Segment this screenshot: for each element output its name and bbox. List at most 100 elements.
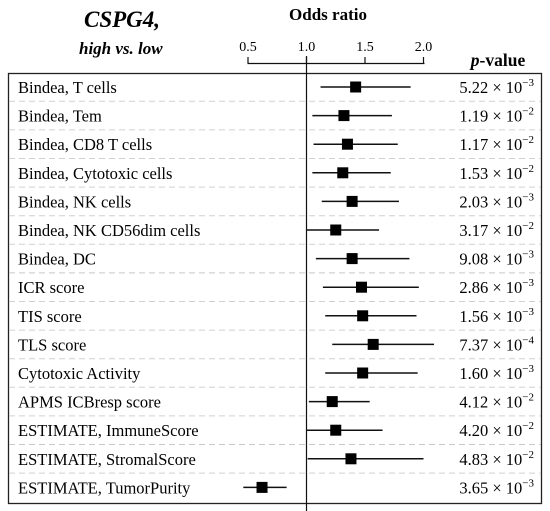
- p-value: 1.56 × 10−3: [459, 306, 534, 326]
- odds-ratio-marker: [357, 367, 369, 379]
- p-value: 1.19 × 10−2: [459, 106, 534, 126]
- odds-ratio-marker: [341, 138, 353, 150]
- p-value-exponent: −2: [522, 163, 534, 175]
- p-value: 5.22 × 10−3: [459, 77, 534, 97]
- table-row: Bindea, NK cells 2.03 × 10−3: [18, 191, 534, 211]
- p-value-mantissa: 4.12 × 10: [459, 393, 522, 412]
- row-label: Bindea, Tem: [18, 107, 102, 126]
- p-value-mantissa: 1.19 × 10: [459, 107, 522, 126]
- odds-ratio-marker: [346, 253, 358, 265]
- row-label: Bindea, NK CD56dim cells: [18, 221, 200, 240]
- p-value-exponent: −3: [522, 306, 534, 318]
- x-tick-label: 0.5: [239, 40, 257, 55]
- x-ticks: 0.5 1.0 1.5 2.0: [239, 40, 432, 64]
- row-label: ICR score: [18, 278, 84, 297]
- p-value-exponent: −3: [522, 249, 534, 261]
- p-value: 2.03 × 10−3: [459, 191, 534, 211]
- p-value-mantissa: 5.22 × 10: [459, 78, 522, 97]
- row-separators: [9, 100, 541, 474]
- p-value-mantissa: 1.56 × 10: [459, 307, 522, 326]
- p-value-mantissa: 2.86 × 10: [459, 278, 522, 297]
- p-value-mantissa: 4.83 × 10: [459, 450, 522, 469]
- p-value-mantissa: 9.08 × 10: [459, 250, 522, 269]
- chart-title-line2: high vs. low: [79, 39, 163, 58]
- table-row: ESTIMATE, ImmuneScore 4.20 × 10−2: [18, 420, 534, 440]
- odds-ratio-marker: [357, 310, 369, 322]
- odds-ratio-marker: [350, 81, 362, 93]
- row-label: TIS score: [18, 307, 82, 326]
- p-value: 9.08 × 10−3: [459, 249, 534, 269]
- odds-ratio-marker: [367, 338, 379, 350]
- odds-ratio-marker: [346, 195, 358, 207]
- p-value-mantissa: 1.17 × 10: [459, 135, 522, 154]
- row-label: Bindea, DC: [18, 250, 96, 269]
- table-row: Bindea, DC 9.08 × 10−3: [18, 249, 534, 269]
- odds-ratio-marker: [330, 224, 342, 236]
- row-label: Cytotoxic Activity: [18, 364, 141, 383]
- x-tick-label: 2.0: [415, 40, 433, 55]
- row-label: ESTIMATE, StromalScore: [18, 450, 196, 469]
- p-value-exponent: −2: [522, 449, 534, 461]
- p-value-exponent: −2: [522, 220, 534, 232]
- p-value: 1.60 × 10−3: [459, 363, 534, 383]
- x-axis-label: Odds ratio: [289, 5, 367, 24]
- p-value: 3.17 × 10−2: [459, 220, 534, 240]
- odds-ratio-marker: [345, 453, 357, 465]
- table-row: Cytotoxic Activity 1.60 × 10−3: [18, 363, 534, 383]
- p-value-exponent: −3: [522, 477, 534, 489]
- p-value-mantissa: 4.20 × 10: [459, 421, 522, 440]
- p-value-exponent: −2: [522, 134, 534, 146]
- row-label: Bindea, Cytotoxic cells: [18, 164, 172, 183]
- p-value: 1.53 × 10−2: [459, 163, 534, 183]
- p-value: 7.37 × 10−4: [459, 334, 534, 354]
- p-value-mantissa: 3.17 × 10: [459, 221, 522, 240]
- row-label: Bindea, NK cells: [18, 192, 131, 211]
- p-value-mantissa: 1.53 × 10: [459, 164, 522, 183]
- table-frame: [7, 72, 543, 505]
- p-value: 4.83 × 10−2: [459, 449, 534, 469]
- row-label: ESTIMATE, ImmuneScore: [18, 421, 199, 440]
- x-tick-label: 1.0: [298, 40, 316, 55]
- table-row: ESTIMATE, StromalScore 4.83 × 10−2: [18, 449, 534, 469]
- table-row: Bindea, Cytotoxic cells 1.53 × 10−2: [18, 163, 534, 183]
- table-row: TIS score 1.56 × 10−3: [18, 306, 534, 326]
- row-label: ESTIMATE, TumorPurity: [18, 478, 191, 497]
- x-tick-label: 1.5: [356, 40, 374, 55]
- p-value-mantissa: 2.03 × 10: [459, 192, 522, 211]
- row-label: TLS score: [18, 335, 86, 354]
- pvalue-header: p-value: [469, 50, 526, 70]
- odds-ratio-marker: [330, 424, 342, 436]
- p-value: 3.65 × 10−3: [459, 477, 534, 497]
- p-value: 2.86 × 10−3: [459, 277, 534, 297]
- p-value: 4.20 × 10−2: [459, 420, 534, 440]
- p-value: 1.17 × 10−2: [459, 134, 534, 154]
- odds-ratio-marker: [355, 281, 367, 293]
- p-value-exponent: −2: [522, 106, 534, 118]
- table-row: Bindea, T cells 5.22 × 10−3: [18, 77, 534, 97]
- pvalue-header-rest: -value: [480, 50, 526, 70]
- p-value-exponent: −2: [522, 420, 534, 432]
- odds-ratio-marker: [256, 481, 268, 493]
- p-value: 4.12 × 10−2: [459, 392, 534, 412]
- odds-ratio-marker: [337, 167, 349, 179]
- p-value-exponent: −2: [522, 392, 534, 404]
- odds-ratio-marker: [338, 110, 350, 122]
- p-value-mantissa: 1.60 × 10: [459, 364, 522, 383]
- table-row: Bindea, NK CD56dim cells 3.17 × 10−2: [18, 220, 534, 240]
- p-value-exponent: −3: [522, 191, 534, 203]
- table-row: Bindea, CD8 T cells 1.17 × 10−2: [18, 134, 534, 154]
- odds-ratio-marker: [326, 396, 338, 408]
- row-label: Bindea, T cells: [18, 78, 117, 97]
- table-row: Bindea, Tem 1.19 × 10−2: [18, 106, 534, 126]
- chart-title-line1: CSPG4,: [84, 7, 160, 32]
- table-row: ESTIMATE, TumorPurity 3.65 × 10−3: [18, 477, 534, 497]
- table-row: TLS score 7.37 × 10−4: [18, 334, 534, 354]
- p-value-mantissa: 3.65 × 10: [459, 478, 522, 497]
- row-label: APMS ICBresp score: [18, 393, 161, 412]
- row-label: Bindea, CD8 T cells: [18, 135, 152, 154]
- pvalue-header-p: p: [469, 50, 480, 70]
- p-value-exponent: −3: [522, 277, 534, 289]
- p-value-exponent: −3: [522, 363, 534, 375]
- p-value-mantissa: 7.37 × 10: [459, 335, 522, 354]
